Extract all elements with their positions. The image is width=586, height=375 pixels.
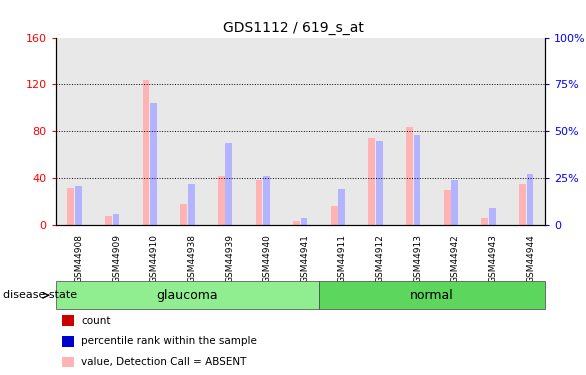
Bar (519, 184, 526, 225)
Bar (338, 189, 345, 225)
Bar (444, 190, 451, 225)
Text: normal: normal (410, 289, 454, 302)
Bar (113, 214, 120, 225)
Bar (56, 281, 319, 309)
Text: GSM44908: GSM44908 (74, 234, 83, 283)
Bar (75, 186, 81, 225)
Text: disease state: disease state (3, 290, 77, 300)
Text: count: count (81, 316, 111, 326)
Bar (281, 38, 319, 225)
Bar (150, 103, 157, 225)
Bar (414, 135, 420, 225)
Bar (394, 38, 432, 225)
Text: GSM44913: GSM44913 (413, 234, 423, 283)
Bar (319, 281, 545, 309)
Bar (67, 188, 74, 225)
Text: GSM44939: GSM44939 (225, 234, 234, 283)
Text: value, Detection Call = ABSENT: value, Detection Call = ABSENT (81, 357, 247, 367)
Bar (481, 218, 488, 225)
Bar (169, 38, 206, 225)
Bar (131, 38, 169, 225)
Bar (244, 38, 281, 225)
Text: GSM44912: GSM44912 (376, 234, 384, 283)
Bar (357, 38, 394, 225)
Bar (319, 38, 357, 225)
Text: GSM44944: GSM44944 (526, 234, 535, 283)
Bar (470, 38, 507, 225)
Bar (255, 180, 263, 225)
Bar (206, 38, 244, 225)
Text: GSM44910: GSM44910 (150, 234, 159, 283)
Bar (56, 38, 93, 225)
Text: GSM44943: GSM44943 (489, 234, 498, 283)
Bar (226, 142, 232, 225)
Bar (369, 138, 375, 225)
Text: percentile rank within the sample: percentile rank within the sample (81, 336, 257, 346)
Text: GSM44941: GSM44941 (300, 234, 309, 283)
Text: glaucoma: glaucoma (156, 289, 218, 302)
Text: GSM44940: GSM44940 (263, 234, 272, 283)
Bar (301, 217, 308, 225)
Bar (451, 180, 458, 225)
Bar (105, 216, 112, 225)
Text: GSM44909: GSM44909 (112, 234, 121, 283)
Bar (432, 38, 470, 225)
Bar (489, 208, 496, 225)
Bar (142, 80, 149, 225)
Bar (293, 222, 300, 225)
Bar (93, 38, 131, 225)
Bar (180, 204, 187, 225)
Bar (376, 141, 383, 225)
Text: GDS1112 / 619_s_at: GDS1112 / 619_s_at (223, 21, 363, 34)
Bar (331, 206, 338, 225)
Bar (218, 176, 224, 225)
Text: GSM44938: GSM44938 (188, 234, 196, 283)
Text: GSM44942: GSM44942 (451, 234, 460, 283)
Bar (507, 38, 545, 225)
Bar (527, 174, 533, 225)
Bar (188, 184, 195, 225)
Bar (263, 176, 270, 225)
Bar (406, 127, 413, 225)
Text: GSM44911: GSM44911 (338, 234, 347, 283)
